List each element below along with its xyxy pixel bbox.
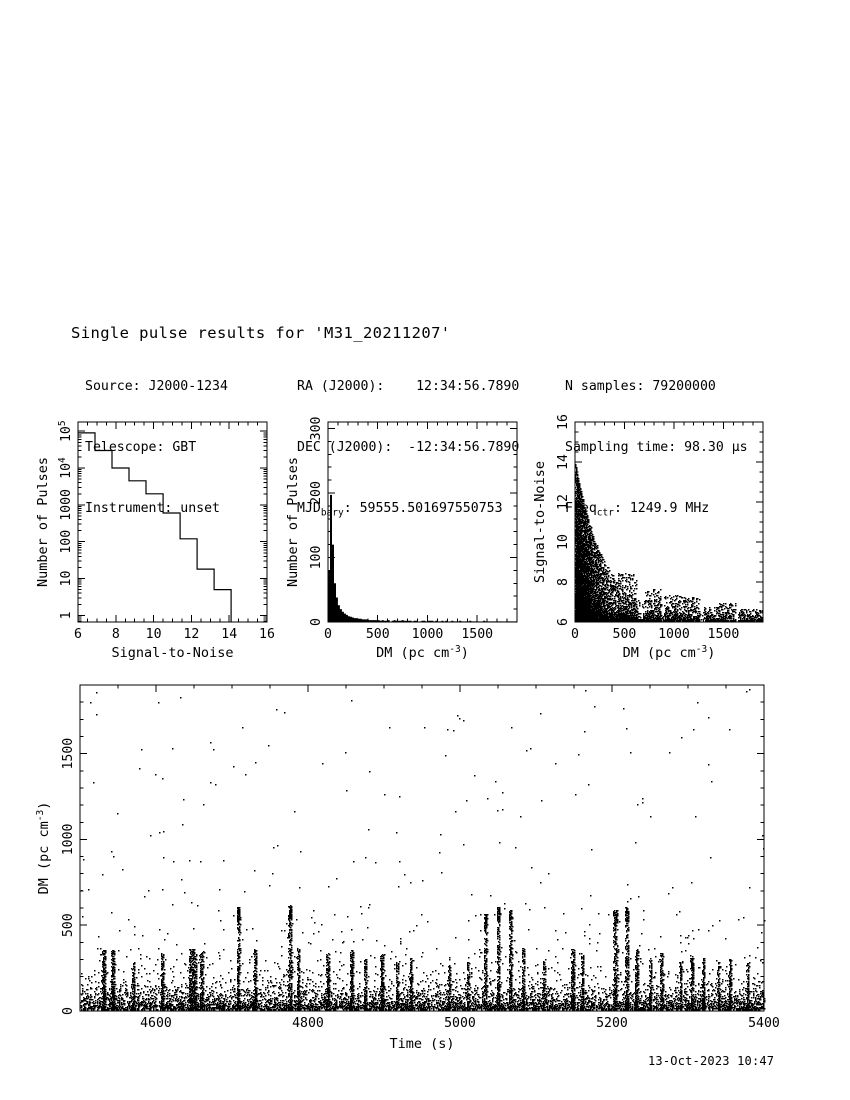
svg-text:Number of Pulses: Number of Pulses — [285, 457, 301, 587]
metadata-row-ra: RA (J2000): 12:34:56.7890 — [297, 378, 520, 394]
svg-text:104: 104 — [57, 457, 74, 479]
svg-text:105: 105 — [57, 420, 74, 442]
svg-text:1500: 1500 — [708, 627, 740, 642]
svg-text:DM (pc cm-3): DM (pc cm-3) — [376, 644, 469, 661]
svg-text:Signal-to-Noise: Signal-to-Noise — [112, 645, 234, 661]
pulses-vs-dm-histogram: 0 500 1000 1500 0 100 200 300 DM (pc cm-3) Number… — [285, 416, 518, 661]
svg-text:16: 16 — [259, 627, 275, 642]
svg-text:Signal-to-Noise: Signal-to-Noise — [532, 461, 548, 583]
svg-text:0: 0 — [61, 1007, 76, 1015]
metadata-coords-block: RA (J2000): 12:34:56.7890 DEC (J2000): -… — [297, 340, 519, 561]
svg-text:12: 12 — [556, 494, 571, 510]
svg-text:1000: 1000 — [59, 489, 74, 521]
svg-text:100: 100 — [309, 546, 324, 570]
metadata-row-instrument: Instrument: unset — [85, 500, 220, 516]
svg-text:0: 0 — [571, 627, 579, 642]
metadata-row-mjd: MJDbary: 59555.501697550753 — [297, 500, 503, 519]
svg-text:1500: 1500 — [461, 627, 493, 642]
svg-text:Number of Pulses: Number of Pulses — [35, 457, 51, 587]
pulses-vs-snr-histogram: 6 8 10 12 14 16 1 10 100 1000 104 105 Signal-to-Nois… — [35, 420, 275, 661]
svg-text:300: 300 — [309, 416, 324, 440]
metadata-row-nsamples: N samples: 79200000 — [565, 378, 716, 394]
svg-text:16: 16 — [556, 414, 571, 430]
svg-text:6: 6 — [556, 618, 571, 626]
metadata-row-sampling: Sampling time: 98.30 μs — [565, 439, 748, 455]
svg-text:DM (pc cm-3): DM (pc cm-3) — [35, 802, 52, 895]
svg-text:8: 8 — [556, 578, 571, 586]
svg-text:200: 200 — [309, 481, 324, 505]
svg-text:8: 8 — [112, 627, 120, 642]
svg-text:500: 500 — [61, 913, 76, 937]
svg-text:500: 500 — [613, 627, 637, 642]
svg-text:5000: 5000 — [444, 1016, 476, 1031]
svg-text:10: 10 — [556, 534, 571, 550]
svg-text:5200: 5200 — [596, 1016, 628, 1031]
svg-text:1000: 1000 — [412, 627, 444, 642]
svg-text:14: 14 — [221, 627, 237, 642]
plot-timestamp: 13-Oct-2023 10:47 — [648, 1054, 775, 1068]
svg-text:10: 10 — [59, 571, 74, 587]
metadata-row-source: Source: J2000-1234 — [85, 378, 228, 394]
metadata-obs-block: N samples: 79200000 Sampling time: 98.30… — [565, 340, 748, 561]
dm-vs-time-scatter: 4600 4800 5000 5200 5400 0 500 1000 1500 Time (s)… — [35, 684, 780, 1052]
svg-text:1: 1 — [59, 611, 74, 619]
svg-text:5400: 5400 — [748, 1016, 780, 1031]
svg-text:500: 500 — [366, 627, 390, 642]
svg-text:100: 100 — [59, 530, 74, 554]
svg-text:1500: 1500 — [61, 738, 76, 770]
snr-vs-dm-scatter: 0 500 1000 1500 6 8 10 12 14 16 DM (pc cm-3) Signal… — [532, 414, 764, 661]
svg-text:Time (s): Time (s) — [389, 1036, 454, 1052]
svg-text:10: 10 — [146, 627, 162, 642]
svg-text:DM (pc cm-3): DM (pc cm-3) — [623, 644, 716, 661]
svg-text:1000: 1000 — [658, 627, 690, 642]
svg-text:6: 6 — [74, 627, 82, 642]
svg-text:0: 0 — [309, 618, 324, 626]
svg-text:4600: 4600 — [140, 1016, 172, 1031]
svg-text:4800: 4800 — [292, 1016, 324, 1031]
svg-text:0: 0 — [324, 627, 332, 642]
svg-text:14: 14 — [556, 454, 571, 470]
page-title: Single pulse results for 'M31_20211207' — [71, 324, 451, 342]
metadata-row-dec: DEC (J2000): -12:34:56.7890 — [297, 439, 520, 455]
svg-text:1000: 1000 — [61, 823, 76, 855]
svg-text:12: 12 — [183, 627, 199, 642]
